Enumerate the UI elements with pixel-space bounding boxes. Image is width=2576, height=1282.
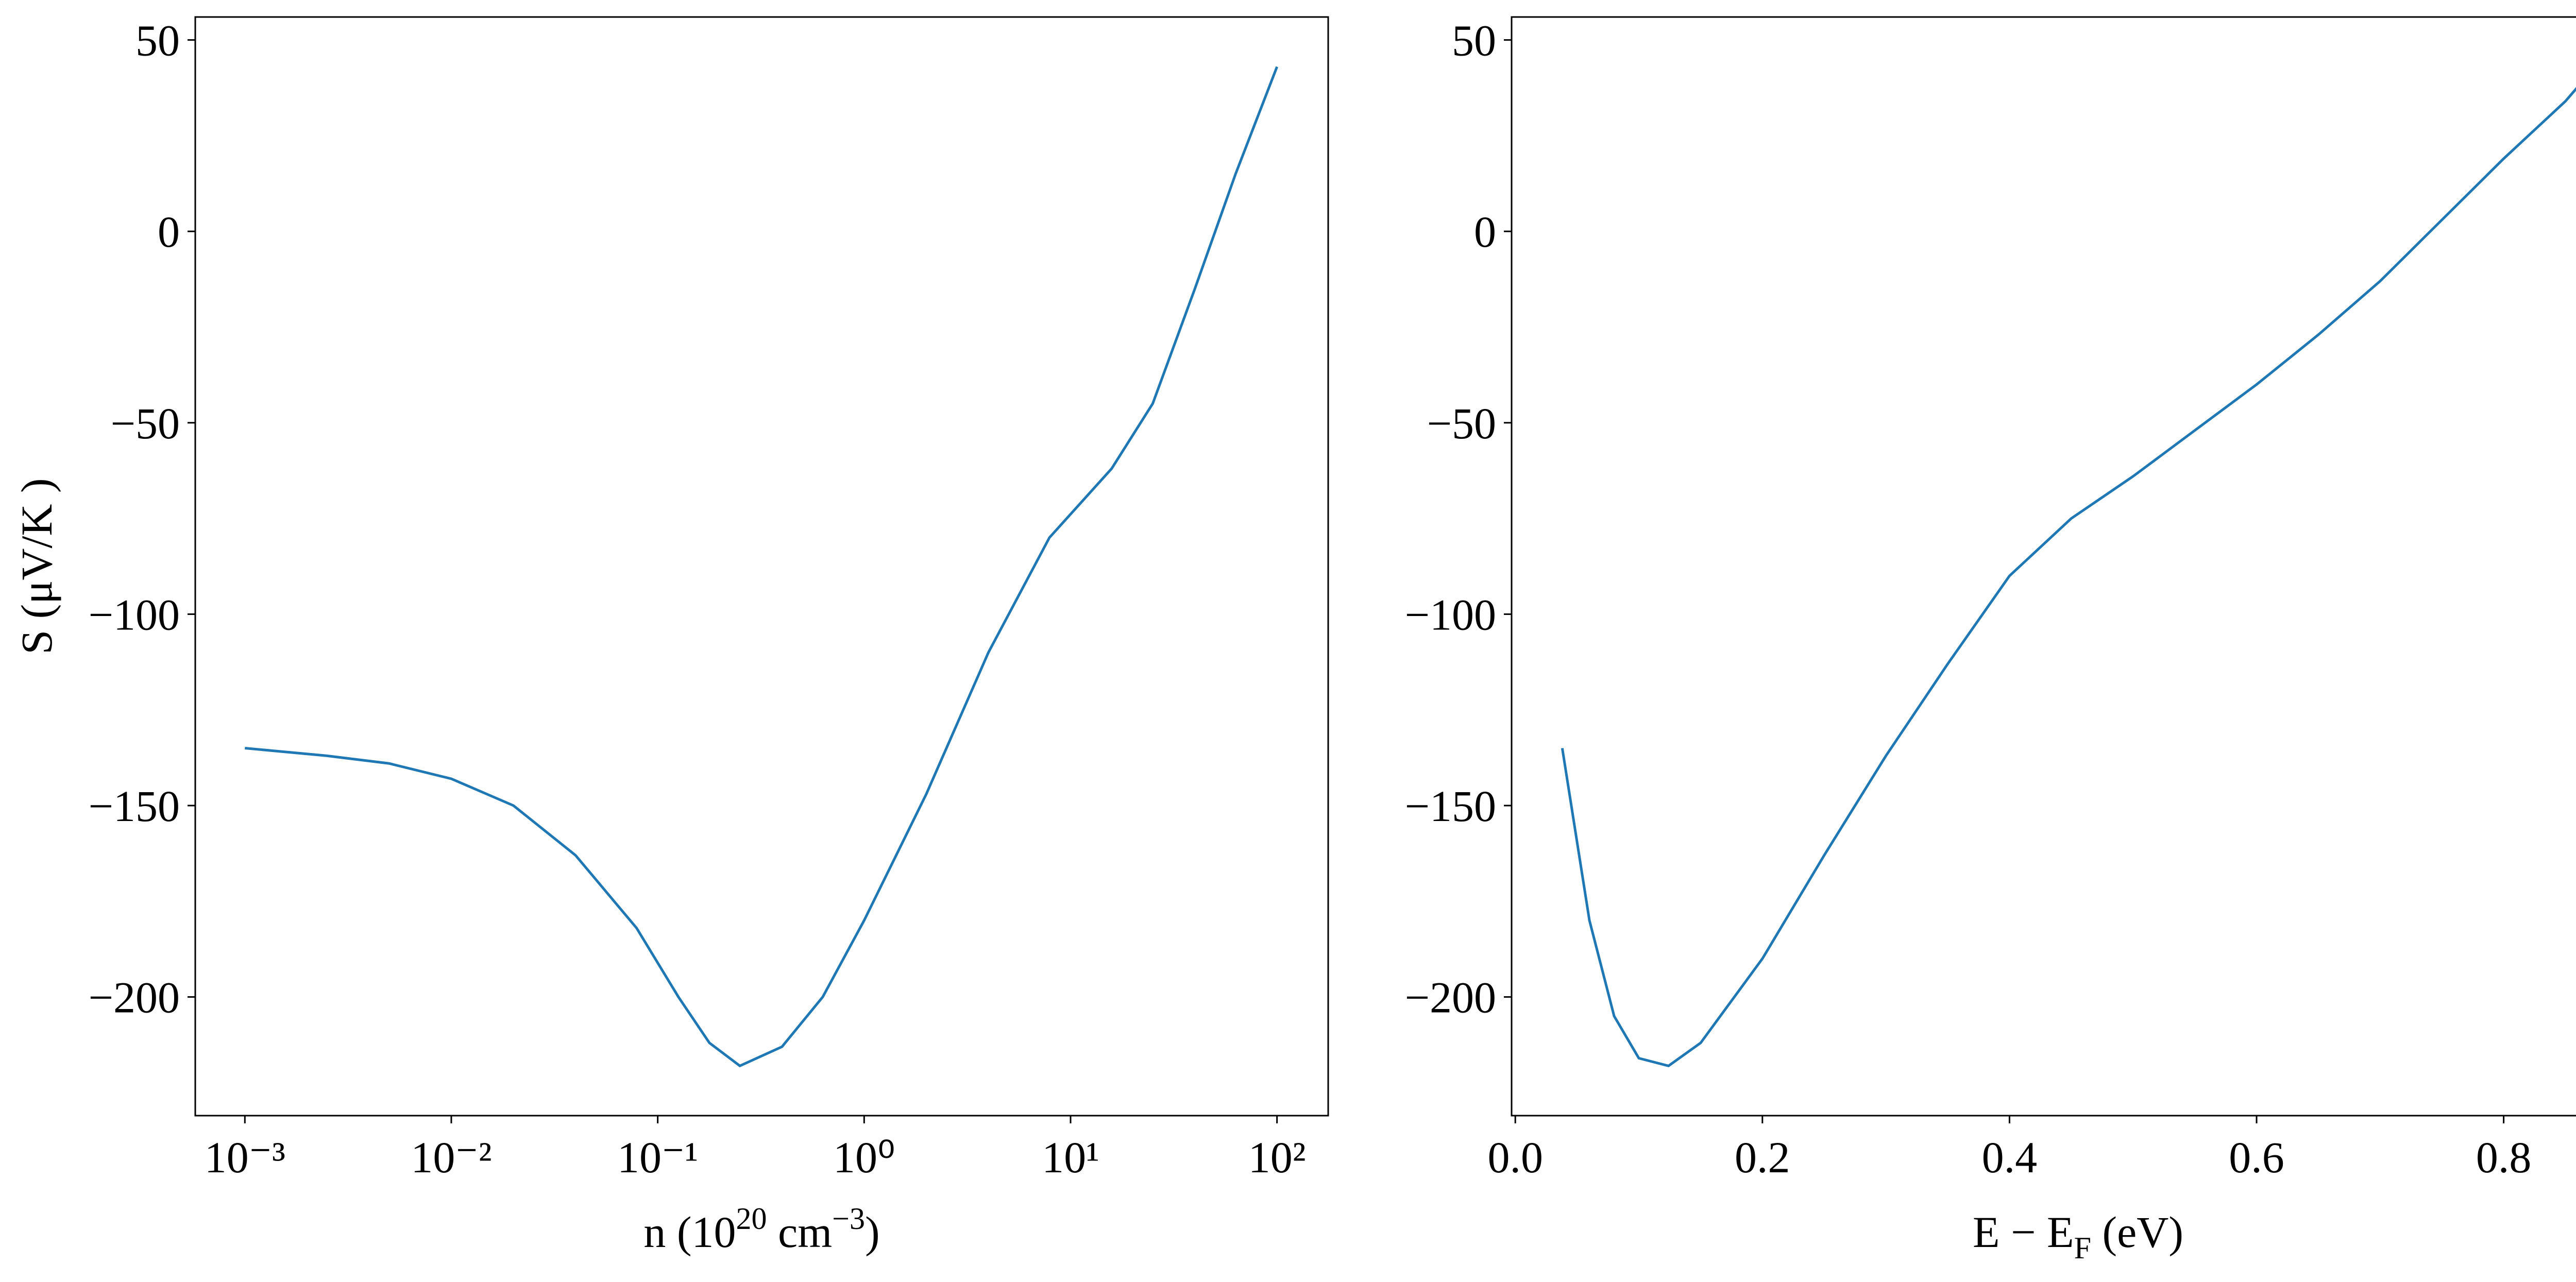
x-tick-label: 10⁻³ [205,1133,285,1182]
y-tick-label: −50 [1427,399,1496,448]
line [1561,87,2576,1068]
y-tick-label: −100 [88,590,180,639]
x-tick-label: 10⁻² [411,1133,492,1182]
y-axis-label: S (μV/K ) [12,478,61,654]
y-tick-label: −150 [1404,781,1496,831]
y-tick-label: 0 [1474,207,1496,257]
x-tick-label: 0.6 [2229,1133,2284,1182]
y-tick-label: −50 [110,399,180,448]
y-tick-label: 0 [158,207,180,257]
plot-frame [1511,16,2576,1117]
x-axis-label-part: F [2074,1231,2091,1265]
x-tick-label: 0.8 [2476,1133,2532,1182]
y-tick-label: −100 [1404,590,1496,639]
x-axis-label-part: n (10 [643,1207,736,1257]
x-tick-label: 10⁰ [833,1133,895,1182]
x-axis-label-part: cm [767,1207,833,1257]
x-axis-label-part: 20 [736,1202,767,1236]
y-tick-label: −200 [1404,973,1496,1022]
x-tick-label: 0.2 [1735,1133,1790,1182]
x-axis-label-part: ) [865,1207,880,1257]
x-tick-label: 10⁻¹ [617,1133,698,1182]
line [245,66,1278,1068]
y-tick-label: −150 [88,781,180,831]
x-tick-label: 0.0 [1487,1133,1543,1182]
y-tick-label: 50 [1452,16,1496,65]
x-tick-label: 0.4 [1982,1133,2038,1182]
x-tick-label: 10¹ [1042,1133,1099,1182]
plot-frame [194,16,1329,1117]
y-tick-label: 50 [135,16,180,65]
y-tick-label: −200 [88,973,180,1022]
x-axis-label-part: (eV) [2091,1207,2183,1257]
x-axis-label: n (1020 cm−3) [643,1202,879,1257]
x-tick-label: 10² [1248,1133,1306,1182]
x-axis-label-part: −3 [832,1202,865,1236]
x-axis-label-part: E − E [1973,1207,2074,1257]
x-axis-label: E − EF (eV) [1973,1207,2183,1265]
